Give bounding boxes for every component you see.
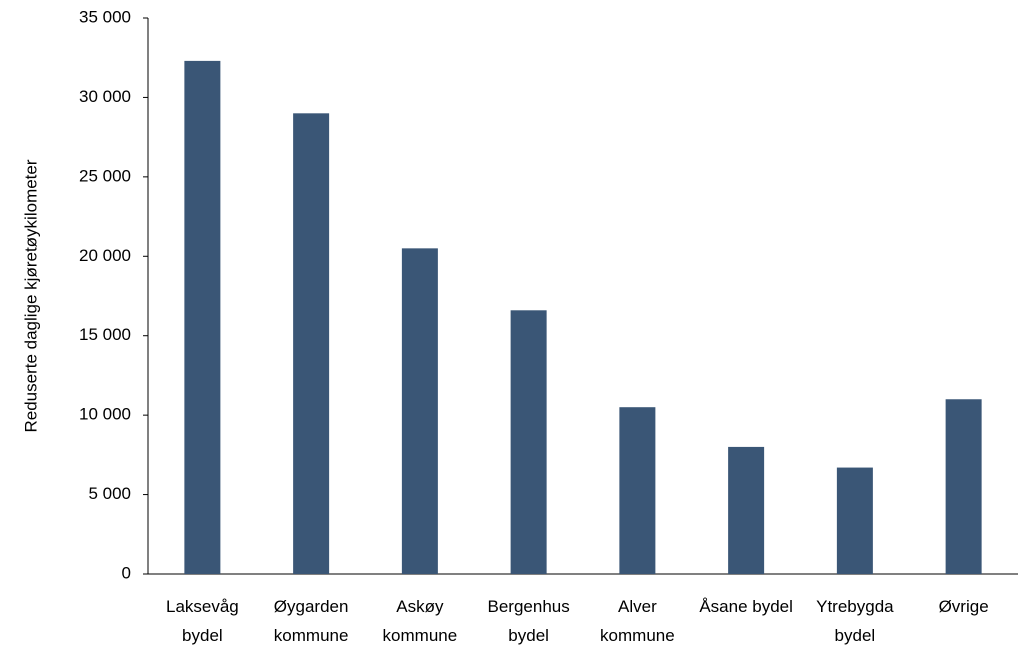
y-tick-label: 0 (122, 563, 131, 582)
bar (510, 310, 547, 574)
bar (619, 407, 656, 574)
bar (728, 446, 765, 574)
y-tick-label: 35 000 (79, 7, 131, 26)
y-tick-label: 15 000 (79, 325, 131, 344)
x-tick-label: Alver kommune (600, 597, 675, 645)
y-tick-label: 10 000 (79, 405, 131, 424)
x-tick-label: Øvrige (938, 597, 989, 616)
x-tick-label: Bergenhus bydel (487, 597, 570, 645)
bar (401, 248, 438, 575)
x-tick-label: Åsane bydel (699, 597, 793, 616)
bar (184, 60, 221, 575)
x-tick-label: Laksevåg bydel (165, 597, 239, 645)
bar (293, 113, 330, 575)
y-tick-label: 5 000 (88, 484, 131, 503)
x-tick-label: Askøy kommune (382, 597, 458, 645)
bar (945, 399, 982, 574)
y-tick-label: 30 000 (79, 87, 131, 106)
bar (836, 467, 873, 574)
x-tick-label: Ytrebygda bydel (816, 597, 894, 645)
y-tick-label: 20 000 (79, 246, 131, 265)
x-tick-label: Øygarden kommune (273, 597, 349, 645)
y-tick-label: 25 000 (79, 166, 131, 185)
y-axis-label: Reduserte daglige kjøretøykilometer (21, 159, 40, 432)
